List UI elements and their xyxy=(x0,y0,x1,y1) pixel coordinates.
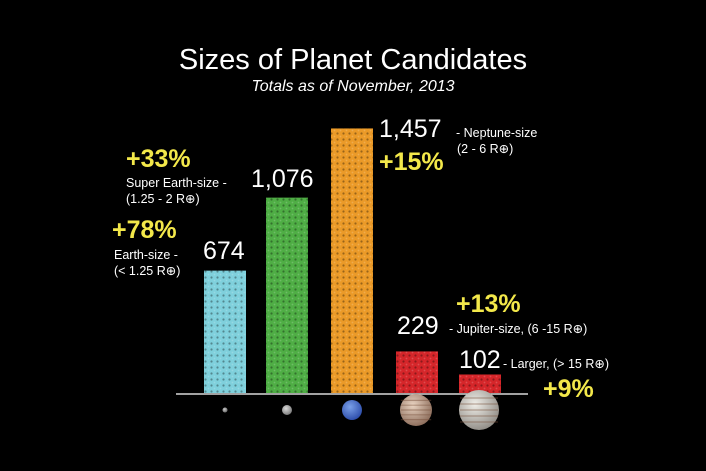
larger-planet-icon xyxy=(459,390,499,430)
value-label-earth: 674 xyxy=(203,237,245,265)
bar-larger xyxy=(459,374,501,393)
value-label-jupiter: 229 xyxy=(397,312,439,340)
increase-label-jupiter: +13% xyxy=(456,290,521,318)
increase-label-super-earth: +33% xyxy=(126,145,191,173)
increase-label-neptune: +15% xyxy=(379,148,444,176)
jupiter-icon xyxy=(400,394,432,426)
earth-icon xyxy=(222,407,228,413)
bar-neptune xyxy=(331,128,373,394)
increase-label-larger: +9% xyxy=(543,375,594,403)
bar-earth xyxy=(204,270,246,393)
description-label-neptune: - Neptune-size xyxy=(456,126,538,140)
chart-title: Sizes of Planet Candidates xyxy=(178,44,528,76)
super-earth-icon xyxy=(282,405,292,415)
description-label-super-earth: Super Earth-size - xyxy=(126,176,227,190)
value-label-super-earth: 1,076 xyxy=(251,165,314,193)
description-label-earth: Earth-size - xyxy=(114,248,178,262)
bar-jupiter xyxy=(396,351,438,393)
description-label-jupiter: - Jupiter-size, (6 -15 R⊕) xyxy=(449,322,588,336)
neptune-icon xyxy=(342,400,362,420)
range-label-super-earth: (1.25 - 2 R⊕) xyxy=(126,192,200,206)
value-label-larger: 102 xyxy=(459,346,501,374)
bar-super-earth xyxy=(266,197,308,393)
increase-label-earth: +78% xyxy=(112,216,177,244)
value-label-neptune: 1,457 xyxy=(379,115,442,143)
description-label-larger: - Larger, (> 15 R⊕) xyxy=(503,357,609,371)
range-label-earth: (< 1.25 R⊕) xyxy=(114,264,181,278)
range-label-neptune: (2 - 6 R⊕) xyxy=(457,142,514,156)
chart-subtitle: Totals as of November, 2013 xyxy=(251,78,455,95)
